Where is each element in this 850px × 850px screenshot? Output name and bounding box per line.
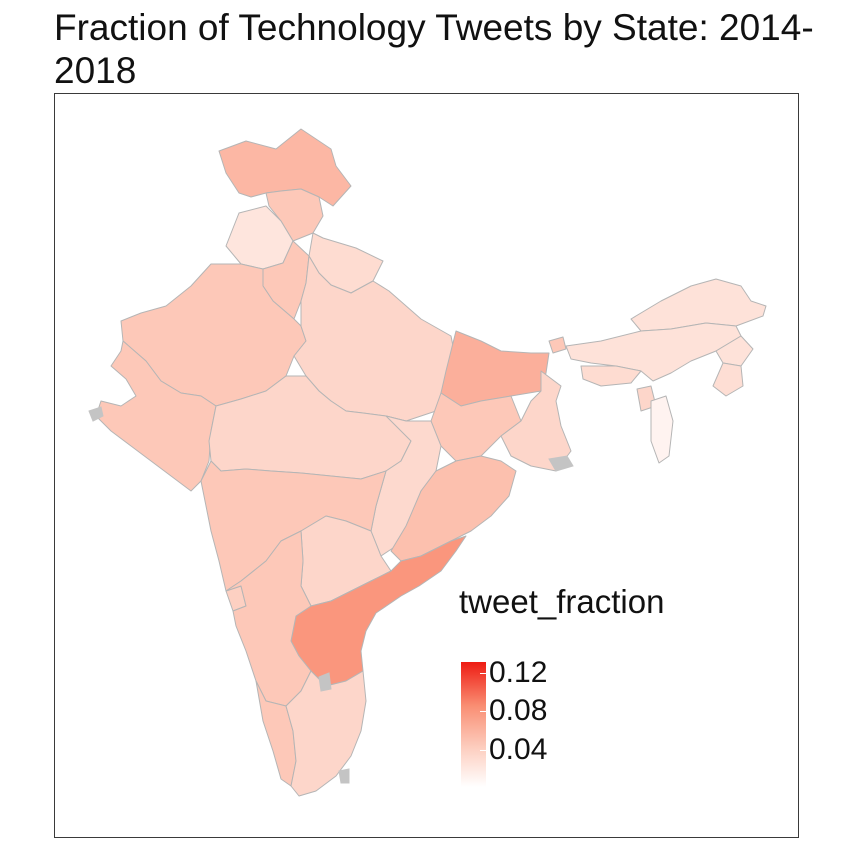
state-sikkim[interactable]: [548, 336, 567, 354]
legend-tick-mark: [480, 750, 486, 751]
state-arunachal-pradesh[interactable]: [630, 278, 767, 332]
india-map: [88, 128, 767, 797]
legend-colorbar: [461, 662, 486, 787]
state-jharkhand[interactable]: [430, 392, 522, 462]
legend-title: tweet_fraction: [459, 583, 665, 620]
territory-daman: [548, 455, 574, 472]
state-gujarat[interactable]: [95, 340, 217, 492]
state-assam[interactable]: [565, 322, 742, 382]
territory-diu: [88, 406, 104, 422]
territory-karaikal: [338, 768, 350, 784]
legend-tick-mark: [480, 711, 486, 712]
legend-tick-label: 0.12: [489, 656, 548, 689]
state-jammu-kashmir[interactable]: [218, 128, 352, 207]
state-west-bengal[interactable]: [500, 370, 572, 472]
legend-tick-label: 0.04: [489, 733, 548, 766]
state-andhra-pradesh[interactable]: [290, 535, 467, 687]
state-odisha[interactable]: [390, 455, 517, 562]
state-nagaland[interactable]: [715, 335, 754, 367]
chart-title: Fraction of Technology Tweets by State: …: [54, 7, 814, 91]
state-tamil-nadu[interactable]: [285, 670, 367, 797]
legend-tick-label: 0.08: [489, 694, 548, 727]
territory-puducherry: [318, 672, 332, 692]
state-himachal-pradesh[interactable]: [265, 188, 324, 242]
state-mizoram[interactable]: [650, 395, 674, 464]
state-meghalaya[interactable]: [580, 365, 642, 387]
map-panel: tweet_fraction 0.12 0.08 0.04: [54, 93, 799, 838]
state-karnataka[interactable]: [225, 530, 312, 707]
state-manipur[interactable]: [712, 362, 744, 397]
legend-tick-mark: [480, 673, 486, 674]
state-bihar[interactable]: [440, 330, 550, 407]
union-territories: [88, 406, 574, 784]
